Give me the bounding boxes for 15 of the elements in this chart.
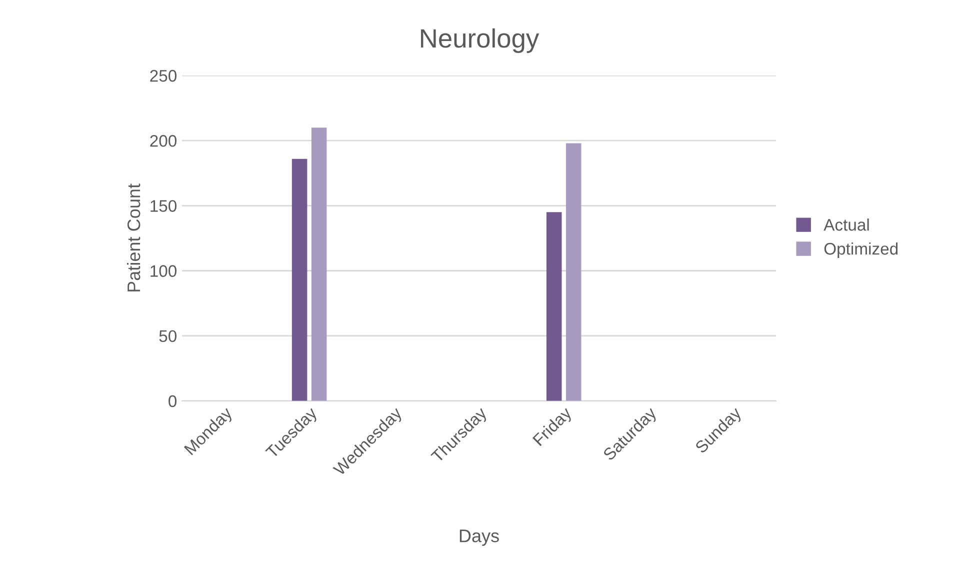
- y-tick-label: 200: [150, 135, 177, 147]
- legend-label: Actual: [824, 218, 869, 231]
- y-tick-label: 100: [150, 265, 177, 277]
- bar: [292, 158, 308, 401]
- y-tick-label: 0: [168, 395, 177, 408]
- y-tick-label: 50: [159, 330, 177, 342]
- chart-title: Neurology: [421, 28, 540, 53]
- x-axis-title: Days: [460, 530, 499, 546]
- bar: [311, 128, 327, 401]
- y-tick-label: 250: [150, 70, 177, 82]
- bar: [546, 212, 562, 401]
- bar: [566, 143, 582, 401]
- legend-label: Optimized: [824, 242, 898, 258]
- y-axis-title: Patient Count: [126, 184, 140, 292]
- y-tick-label: 150: [150, 200, 177, 212]
